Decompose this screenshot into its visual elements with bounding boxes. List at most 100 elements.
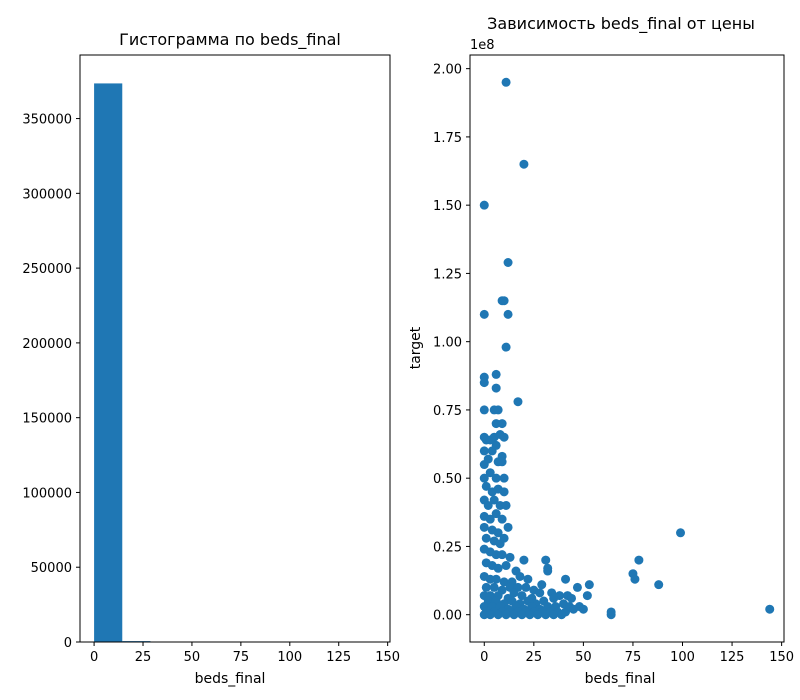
scatter-point bbox=[561, 574, 571, 584]
histogram-bar bbox=[94, 83, 123, 642]
histogram-x-ticks: 0 25 50 75 100 125 150 bbox=[90, 642, 400, 665]
y-tick-label: 1.25 bbox=[433, 267, 462, 282]
scatter-point bbox=[525, 610, 535, 620]
scatter-point bbox=[489, 582, 499, 592]
x-tick-label: 100 bbox=[670, 650, 695, 665]
x-tick-label: 125 bbox=[326, 650, 351, 665]
scatter-point bbox=[491, 383, 501, 393]
scatter-point bbox=[481, 533, 491, 543]
scatter-point bbox=[493, 405, 503, 415]
scatter-y-label: target bbox=[408, 326, 424, 369]
histogram-y-ticks: 0 50000 100000 150000 200000 250000 300000 3500… bbox=[22, 113, 80, 651]
scatter-y-offset-label: 1e8 bbox=[470, 38, 495, 53]
scatter-point bbox=[654, 580, 664, 590]
scatter-point bbox=[549, 610, 559, 620]
scatter-point bbox=[481, 582, 491, 592]
scatter-point bbox=[568, 604, 578, 614]
scatter-point bbox=[499, 432, 509, 442]
scatter-point bbox=[566, 593, 576, 603]
scatter-point bbox=[497, 514, 507, 524]
scatter-point bbox=[491, 509, 501, 519]
scatter-point bbox=[485, 610, 495, 620]
scatter-point bbox=[489, 495, 499, 505]
scatter-point bbox=[493, 528, 503, 538]
scatter-point bbox=[479, 446, 489, 456]
scatter-point bbox=[557, 610, 567, 620]
scatter-point bbox=[606, 607, 616, 617]
scatter-point bbox=[509, 588, 519, 598]
histogram-axes: Гистограмма по beds_final 0 25 50 75 100 125 1… bbox=[22, 30, 400, 687]
y-tick-label: 350000 bbox=[22, 113, 72, 128]
y-tick-label: 2.00 bbox=[433, 63, 462, 78]
x-tick-label: 25 bbox=[135, 650, 152, 665]
scatter-point bbox=[493, 563, 503, 573]
y-tick-label: 50000 bbox=[31, 561, 72, 576]
scatter-point bbox=[485, 468, 495, 478]
scatter-title: Зависимость beds_final от цены bbox=[487, 14, 755, 34]
x-tick-label: 150 bbox=[769, 650, 794, 665]
scatter-point bbox=[676, 528, 686, 538]
scatter-point bbox=[479, 405, 489, 415]
scatter-point bbox=[537, 580, 547, 590]
y-tick-label: 0.75 bbox=[433, 404, 462, 419]
x-tick-label: 150 bbox=[375, 650, 400, 665]
x-tick-label: 75 bbox=[625, 650, 642, 665]
y-tick-label: 300000 bbox=[22, 187, 72, 202]
scatter-point bbox=[499, 533, 509, 543]
y-tick-label: 250000 bbox=[22, 262, 72, 277]
scatter-point bbox=[497, 419, 507, 429]
y-tick-label: 0 bbox=[64, 636, 72, 651]
scatter-point bbox=[491, 473, 501, 483]
histogram-bars bbox=[94, 83, 376, 642]
scatter-point bbox=[519, 159, 529, 169]
scatter-point bbox=[521, 582, 531, 592]
scatter-point bbox=[479, 473, 489, 483]
scatter-point bbox=[499, 487, 509, 497]
scatter-point bbox=[491, 440, 501, 450]
x-tick-label: 75 bbox=[233, 650, 250, 665]
scatter-axes: Зависимость beds_final от цены 1e8 0 25 50… bbox=[408, 14, 794, 687]
scatter-point bbox=[630, 574, 640, 584]
scatter-point bbox=[513, 397, 523, 407]
y-tick-label: 0.50 bbox=[433, 472, 462, 487]
y-tick-label: 0.25 bbox=[433, 540, 462, 555]
scatter-point bbox=[501, 610, 511, 620]
x-tick-label: 0 bbox=[480, 650, 488, 665]
scatter-point bbox=[497, 550, 507, 560]
scatter-point bbox=[503, 309, 513, 319]
x-tick-label: 50 bbox=[184, 650, 201, 665]
y-tick-label: 150000 bbox=[22, 412, 72, 427]
scatter-point bbox=[479, 309, 489, 319]
histogram-title: Гистограмма по beds_final bbox=[119, 30, 341, 50]
scatter-point bbox=[541, 555, 551, 565]
y-tick-label: 100000 bbox=[22, 486, 72, 501]
scatter-point bbox=[499, 296, 509, 306]
scatter-point bbox=[491, 574, 501, 584]
scatter-point bbox=[493, 610, 503, 620]
scatter-point bbox=[517, 610, 527, 620]
y-tick-label: 1.00 bbox=[433, 336, 462, 351]
scatter-point bbox=[519, 555, 529, 565]
scatter-point bbox=[503, 257, 513, 267]
scatter-frame bbox=[469, 54, 785, 643]
scatter-point bbox=[515, 571, 525, 581]
scatter-point bbox=[485, 514, 495, 524]
scatter-point bbox=[541, 610, 551, 620]
x-tick-label: 50 bbox=[575, 650, 592, 665]
scatter-point bbox=[765, 604, 775, 614]
scatter-point bbox=[499, 473, 509, 483]
scatter-y-ticks: 0.00 0.25 0.50 0.75 1.00 1.25 1.50 1.75 2.00 bbox=[433, 63, 470, 624]
y-tick-label: 200000 bbox=[22, 337, 72, 352]
scatter-point bbox=[497, 457, 507, 467]
x-tick-label: 100 bbox=[277, 650, 302, 665]
x-tick-label: 125 bbox=[720, 650, 745, 665]
x-tick-label: 25 bbox=[526, 650, 543, 665]
scatter-point bbox=[479, 378, 489, 388]
histogram-x-label: beds_final bbox=[195, 671, 266, 687]
scatter-point bbox=[479, 522, 489, 532]
scatter-point bbox=[582, 591, 592, 601]
scatter-point bbox=[543, 566, 553, 576]
scatter-point bbox=[499, 577, 509, 587]
